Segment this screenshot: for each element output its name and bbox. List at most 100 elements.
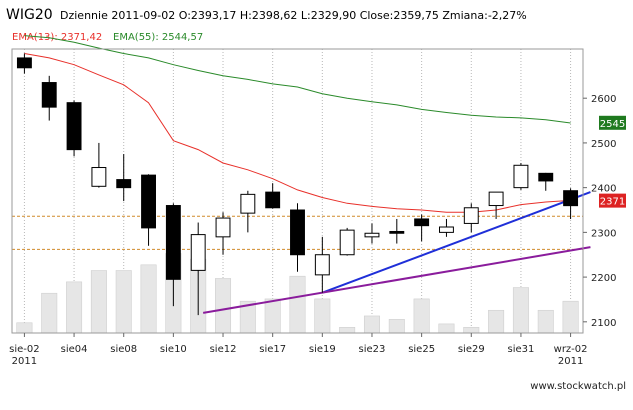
candle-body — [41, 82, 57, 108]
candle-body — [66, 102, 82, 151]
volume-bar — [16, 322, 33, 334]
y-tick-label: 2100 — [591, 318, 616, 329]
volume-bar — [562, 300, 579, 334]
candle-body — [364, 232, 380, 238]
candle — [190, 222, 206, 316]
x-tick-label: sie12 — [210, 344, 237, 355]
volume-bar — [289, 275, 306, 334]
ema13-label: EMA(13): 2371,42 — [12, 32, 102, 43]
x-tick-label: sie08 — [110, 344, 137, 355]
volume-bar — [41, 292, 58, 334]
candle — [463, 203, 479, 233]
candle — [91, 142, 107, 188]
volume-bar — [264, 298, 281, 334]
trendline-lower — [202, 246, 591, 314]
candle-body — [563, 190, 579, 207]
volume-bar — [512, 287, 529, 334]
x-tick-sublabel: 2011 — [558, 356, 583, 367]
volume-bar — [413, 298, 430, 334]
candle — [16, 53, 32, 74]
volume-bar — [438, 323, 455, 334]
x-tick-label: sie19 — [309, 344, 336, 355]
candle-body — [165, 205, 181, 280]
x-tick-sublabel: 2011 — [12, 356, 37, 367]
candle — [364, 223, 380, 244]
candle — [538, 172, 554, 191]
candle — [439, 218, 454, 237]
candle-body — [488, 191, 504, 207]
ema-lines — [24, 35, 571, 213]
candle — [66, 100, 82, 157]
volume-bar — [463, 327, 480, 334]
volume-bar — [66, 281, 83, 334]
candle-body — [314, 254, 330, 276]
volume-bar — [339, 327, 356, 334]
volume-bars — [16, 253, 579, 334]
y-tick-label: 2600 — [591, 94, 616, 105]
candle — [563, 188, 579, 219]
candle — [389, 218, 405, 244]
badge-label: 2545 — [600, 119, 625, 130]
badge-box — [599, 193, 626, 208]
candle-body — [513, 164, 529, 189]
candle — [414, 214, 430, 242]
candle-body — [116, 179, 132, 189]
x-tick-label: sie10 — [160, 344, 187, 355]
volume-bar — [215, 278, 232, 334]
ema13-line — [24, 53, 571, 213]
ema55-line — [24, 35, 571, 124]
volume-bar — [90, 270, 107, 334]
y-tick-label: 2400 — [591, 184, 616, 195]
candle-body — [290, 209, 305, 256]
badge-box — [599, 115, 626, 130]
candle — [141, 174, 156, 246]
volume-bar — [314, 298, 331, 334]
candle-body — [16, 57, 32, 69]
candle — [240, 190, 256, 233]
candle — [165, 203, 181, 307]
y-tick-label: 2300 — [591, 228, 616, 239]
candle — [488, 191, 504, 219]
x-tick-label: sie31 — [507, 344, 534, 355]
candle — [339, 227, 355, 256]
watermark: www.stockwatch.pl — [530, 381, 626, 392]
y-axis: 2100 2200 2300 2400 2500 2600 — [583, 94, 616, 329]
x-tick-label: sie29 — [458, 344, 485, 355]
candle-body — [463, 207, 479, 224]
candle — [41, 75, 57, 121]
candle — [290, 203, 305, 272]
candle-body — [414, 218, 430, 227]
volume-bar — [140, 264, 157, 334]
candles — [16, 53, 579, 316]
candle — [314, 236, 330, 293]
volume-bar — [115, 270, 132, 334]
x-tick-label: sie17 — [259, 344, 286, 355]
ema55-label: EMA(55): 2544,57 — [113, 32, 203, 43]
plot-area-frame — [11, 48, 584, 334]
x-tick-label: sie-02 — [9, 344, 39, 355]
trendlines — [202, 191, 591, 314]
volume-bar — [537, 309, 554, 334]
x-tick-label: sie25 — [408, 344, 435, 355]
x-tick-label: sie23 — [359, 344, 386, 355]
volume-bar — [363, 315, 380, 334]
candle-body — [141, 174, 156, 229]
last-value-badge: 2371 — [599, 193, 626, 208]
candle-body — [439, 226, 454, 233]
badge-label: 2371 — [600, 197, 625, 208]
y-tick-label: 2200 — [591, 273, 616, 284]
candle — [513, 163, 529, 190]
candle-body — [91, 167, 107, 187]
last-value-badge: 2545 — [599, 115, 626, 130]
volume-bar — [488, 309, 505, 334]
candle-body — [265, 191, 281, 209]
last-value-badges: 2545 2371 — [599, 115, 626, 208]
candle — [215, 212, 231, 255]
candle-body — [190, 234, 206, 271]
candle — [265, 183, 281, 209]
candle-body — [215, 217, 231, 238]
x-tick-label: sie04 — [61, 344, 88, 355]
candle-body — [240, 193, 256, 214]
